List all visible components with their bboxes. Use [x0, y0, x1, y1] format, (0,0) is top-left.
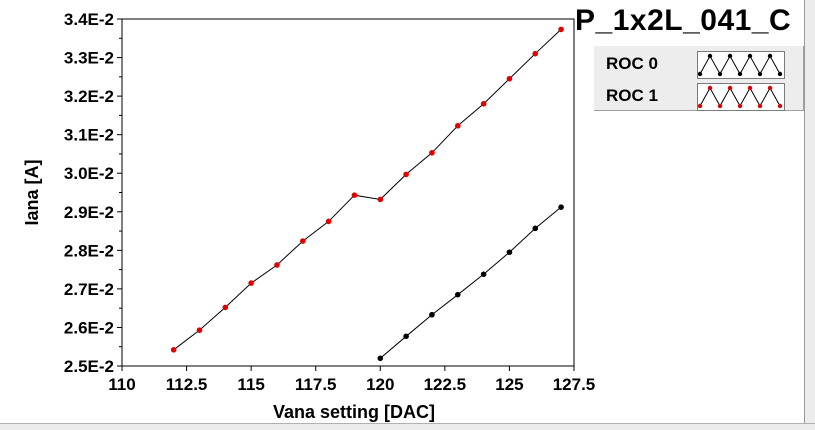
legend-marker-roc0	[737, 71, 743, 77]
data-point-roc0	[558, 204, 564, 210]
x-tick-label: 127.5	[553, 375, 596, 394]
data-point-roc1	[403, 171, 409, 178]
x-axis-label: Vana setting [DAC]	[273, 402, 435, 422]
x-tick-label: 115	[237, 375, 264, 394]
data-point-roc1	[532, 50, 539, 57]
data-point-roc0	[377, 355, 384, 362]
legend-marker-roc1	[727, 85, 733, 91]
y-tick-label: 2.5E-2	[64, 357, 114, 376]
x-tick-label: 117.5	[295, 375, 337, 394]
data-point-roc1	[480, 101, 487, 107]
legend-marker-roc0	[727, 53, 733, 59]
legend-marker-roc1	[767, 85, 773, 91]
data-point-roc1	[506, 75, 513, 82]
y-tick-label: 2.6E-2	[64, 318, 114, 337]
legend-marker-roc1	[717, 103, 723, 109]
legend-swatch-roc0	[697, 51, 785, 79]
data-point-roc1	[454, 122, 461, 129]
y-axis-label: Iana [A]	[22, 159, 42, 225]
y-tick-label: 3.1E-2	[64, 126, 114, 145]
legend-marker-roc0	[698, 71, 703, 77]
data-point-roc1	[558, 26, 564, 33]
data-point-roc1	[222, 304, 229, 311]
data-point-roc1	[325, 218, 332, 225]
window-right-edge	[804, 0, 815, 430]
window-bottom-edge	[0, 423, 815, 430]
x-tick-label: 110	[108, 375, 135, 394]
data-point-roc0	[506, 249, 513, 256]
y-tick-label: 3.3E-2	[64, 49, 114, 68]
legend-swatch-roc1	[697, 83, 785, 111]
legend-marker-roc0	[757, 71, 763, 77]
data-point-roc1	[196, 327, 203, 333]
y-tick-label: 3.0E-2	[64, 164, 114, 183]
data-point-roc1	[429, 149, 435, 156]
data-point-roc0	[454, 291, 461, 298]
y-tick-label: 3.4E-2	[64, 10, 114, 29]
data-point-roc0	[403, 333, 409, 340]
legend-marker-roc1	[757, 103, 763, 109]
legend-marker-roc0	[767, 53, 773, 59]
legend-item-roc0: ROC 0	[594, 49, 803, 79]
legend-marker-roc0	[747, 53, 753, 59]
legend-marker-roc1	[777, 103, 783, 109]
y-tick-label: 3.2E-2	[64, 87, 114, 106]
legend-marker-roc0	[777, 71, 783, 77]
legend: ROC 0 ROC 1	[594, 46, 804, 111]
legend-label-roc1: ROC 1	[606, 86, 658, 105]
x-tick-label: 125	[495, 375, 523, 394]
data-point-roc1	[300, 238, 306, 244]
legend-marker-roc1	[737, 103, 743, 109]
legend-marker-roc1	[698, 103, 703, 109]
legend-item-roc1: ROC 1	[594, 81, 803, 111]
plot-area	[121, 18, 575, 367]
data-point-roc1	[170, 347, 177, 353]
legend-marker-roc0	[707, 53, 713, 59]
data-point-roc1	[274, 262, 280, 268]
legend-marker-roc0	[717, 71, 723, 77]
series-line-roc0	[379, 206, 562, 359]
x-tick-label: 122.5	[424, 375, 467, 394]
data-point-roc0	[429, 311, 435, 318]
x-tick-label: 112.5	[166, 375, 208, 394]
data-point-roc0	[480, 271, 487, 278]
legend-marker-roc1	[747, 85, 753, 91]
data-point-roc1	[377, 196, 384, 203]
y-tick-label: 2.8E-2	[64, 241, 114, 260]
y-tick-label: 2.7E-2	[64, 280, 114, 299]
legend-marker-roc1	[707, 85, 713, 91]
chart-title: P_1x2L_041_C	[575, 4, 792, 37]
y-tick-label: 2.9E-2	[64, 203, 114, 222]
data-point-roc1	[248, 280, 254, 286]
data-point-roc0	[532, 225, 539, 232]
legend-label-roc0: ROC 0	[606, 54, 658, 73]
data-point-roc1	[351, 192, 358, 198]
x-tick-label: 120	[366, 375, 394, 394]
series-line-roc1	[173, 29, 562, 351]
